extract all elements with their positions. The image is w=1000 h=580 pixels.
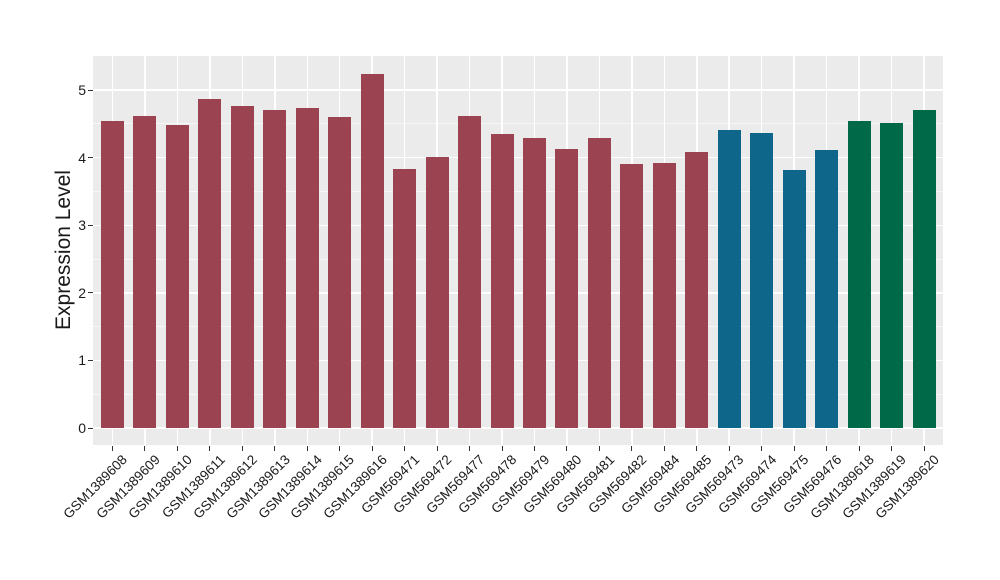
plot-panel bbox=[93, 56, 943, 445]
x-axis-tick bbox=[533, 445, 535, 451]
bar-GSM1389608 bbox=[101, 120, 124, 428]
bar-GSM569484 bbox=[652, 163, 676, 428]
gridline-y-major bbox=[93, 292, 943, 294]
bar-GSM1389615 bbox=[328, 117, 352, 428]
gridline-y-major bbox=[93, 89, 943, 91]
bar-GSM569471 bbox=[393, 169, 417, 428]
bar-GSM569482 bbox=[620, 164, 644, 428]
x-axis-tick bbox=[923, 445, 925, 451]
x-axis-tick bbox=[241, 445, 243, 451]
bar-GSM1389619 bbox=[880, 122, 904, 428]
x-axis-tick bbox=[306, 445, 308, 451]
x-axis-tick bbox=[469, 445, 471, 451]
bar-GSM569480 bbox=[555, 148, 579, 428]
gridline-y-minor bbox=[93, 326, 943, 328]
gridline-y-minor bbox=[93, 393, 943, 395]
gridline-y-major bbox=[93, 156, 943, 159]
x-axis-tick bbox=[891, 445, 893, 451]
bar-GSM1389616 bbox=[360, 73, 384, 428]
x-axis-tick bbox=[663, 445, 665, 451]
bar-GSM1389609 bbox=[133, 115, 157, 428]
bar-GSM1389610 bbox=[165, 125, 189, 428]
y-axis-title: Expression Level bbox=[52, 170, 75, 330]
y-tick-label: 4 bbox=[78, 149, 86, 166]
gridline-y-minor bbox=[93, 258, 943, 260]
y-axis-tick bbox=[88, 359, 93, 361]
bar-GSM1389612 bbox=[230, 106, 254, 428]
bar-GSM569476 bbox=[815, 150, 839, 428]
x-axis-tick bbox=[274, 445, 276, 451]
x-axis-tick bbox=[436, 445, 438, 451]
bar-GSM569475 bbox=[782, 169, 806, 428]
gridline-y-minor bbox=[93, 191, 943, 192]
gridline-y-major bbox=[93, 224, 943, 227]
y-tick-label: 0 bbox=[78, 420, 86, 436]
x-axis-tick bbox=[566, 445, 568, 451]
x-axis-tick bbox=[761, 445, 763, 451]
x-axis-tick bbox=[696, 445, 698, 451]
bar-GSM1389620 bbox=[912, 110, 936, 428]
gridline-y-major bbox=[93, 427, 943, 429]
bar-GSM1389613 bbox=[263, 110, 287, 428]
y-tick-label: 5 bbox=[78, 82, 86, 99]
bar-GSM569472 bbox=[425, 157, 449, 428]
y-axis-tick bbox=[88, 292, 93, 294]
x-axis-tick bbox=[631, 445, 633, 451]
y-axis-tick bbox=[88, 89, 93, 91]
y-axis-tick bbox=[88, 427, 93, 429]
gridline-y-major bbox=[93, 359, 943, 362]
x-axis-tick bbox=[371, 445, 373, 451]
gridline-y-minor bbox=[93, 123, 943, 125]
y-tick-label: 1 bbox=[78, 352, 86, 369]
bar-GSM569474 bbox=[750, 132, 774, 428]
bar-GSM569477 bbox=[458, 115, 482, 428]
x-axis-tick bbox=[793, 445, 795, 451]
x-axis-tick bbox=[144, 445, 146, 451]
x-axis-tick bbox=[501, 445, 503, 451]
x-axis-tick bbox=[209, 445, 211, 451]
x-axis-tick bbox=[404, 445, 406, 451]
x-axis-tick bbox=[339, 445, 341, 451]
y-tick-label: 3 bbox=[78, 217, 86, 234]
x-axis-tick bbox=[826, 445, 828, 451]
bar-GSM1389618 bbox=[847, 120, 871, 428]
x-axis-tick bbox=[112, 445, 113, 451]
bar-GSM1389614 bbox=[295, 108, 319, 428]
y-axis-tick bbox=[88, 224, 93, 226]
x-axis-tick bbox=[858, 445, 860, 451]
x-axis-tick bbox=[598, 445, 600, 451]
bar-GSM569481 bbox=[587, 138, 611, 428]
bar-GSM569485 bbox=[685, 151, 709, 428]
bar-GSM1389611 bbox=[198, 98, 222, 428]
y-axis-tick bbox=[88, 157, 93, 159]
bar-GSM569473 bbox=[717, 130, 741, 428]
x-axis-tick bbox=[728, 445, 730, 451]
bar-GSM569479 bbox=[522, 138, 546, 428]
bar-GSM569478 bbox=[490, 134, 514, 428]
x-axis-tick bbox=[176, 445, 178, 451]
y-tick-label: 2 bbox=[78, 284, 86, 301]
